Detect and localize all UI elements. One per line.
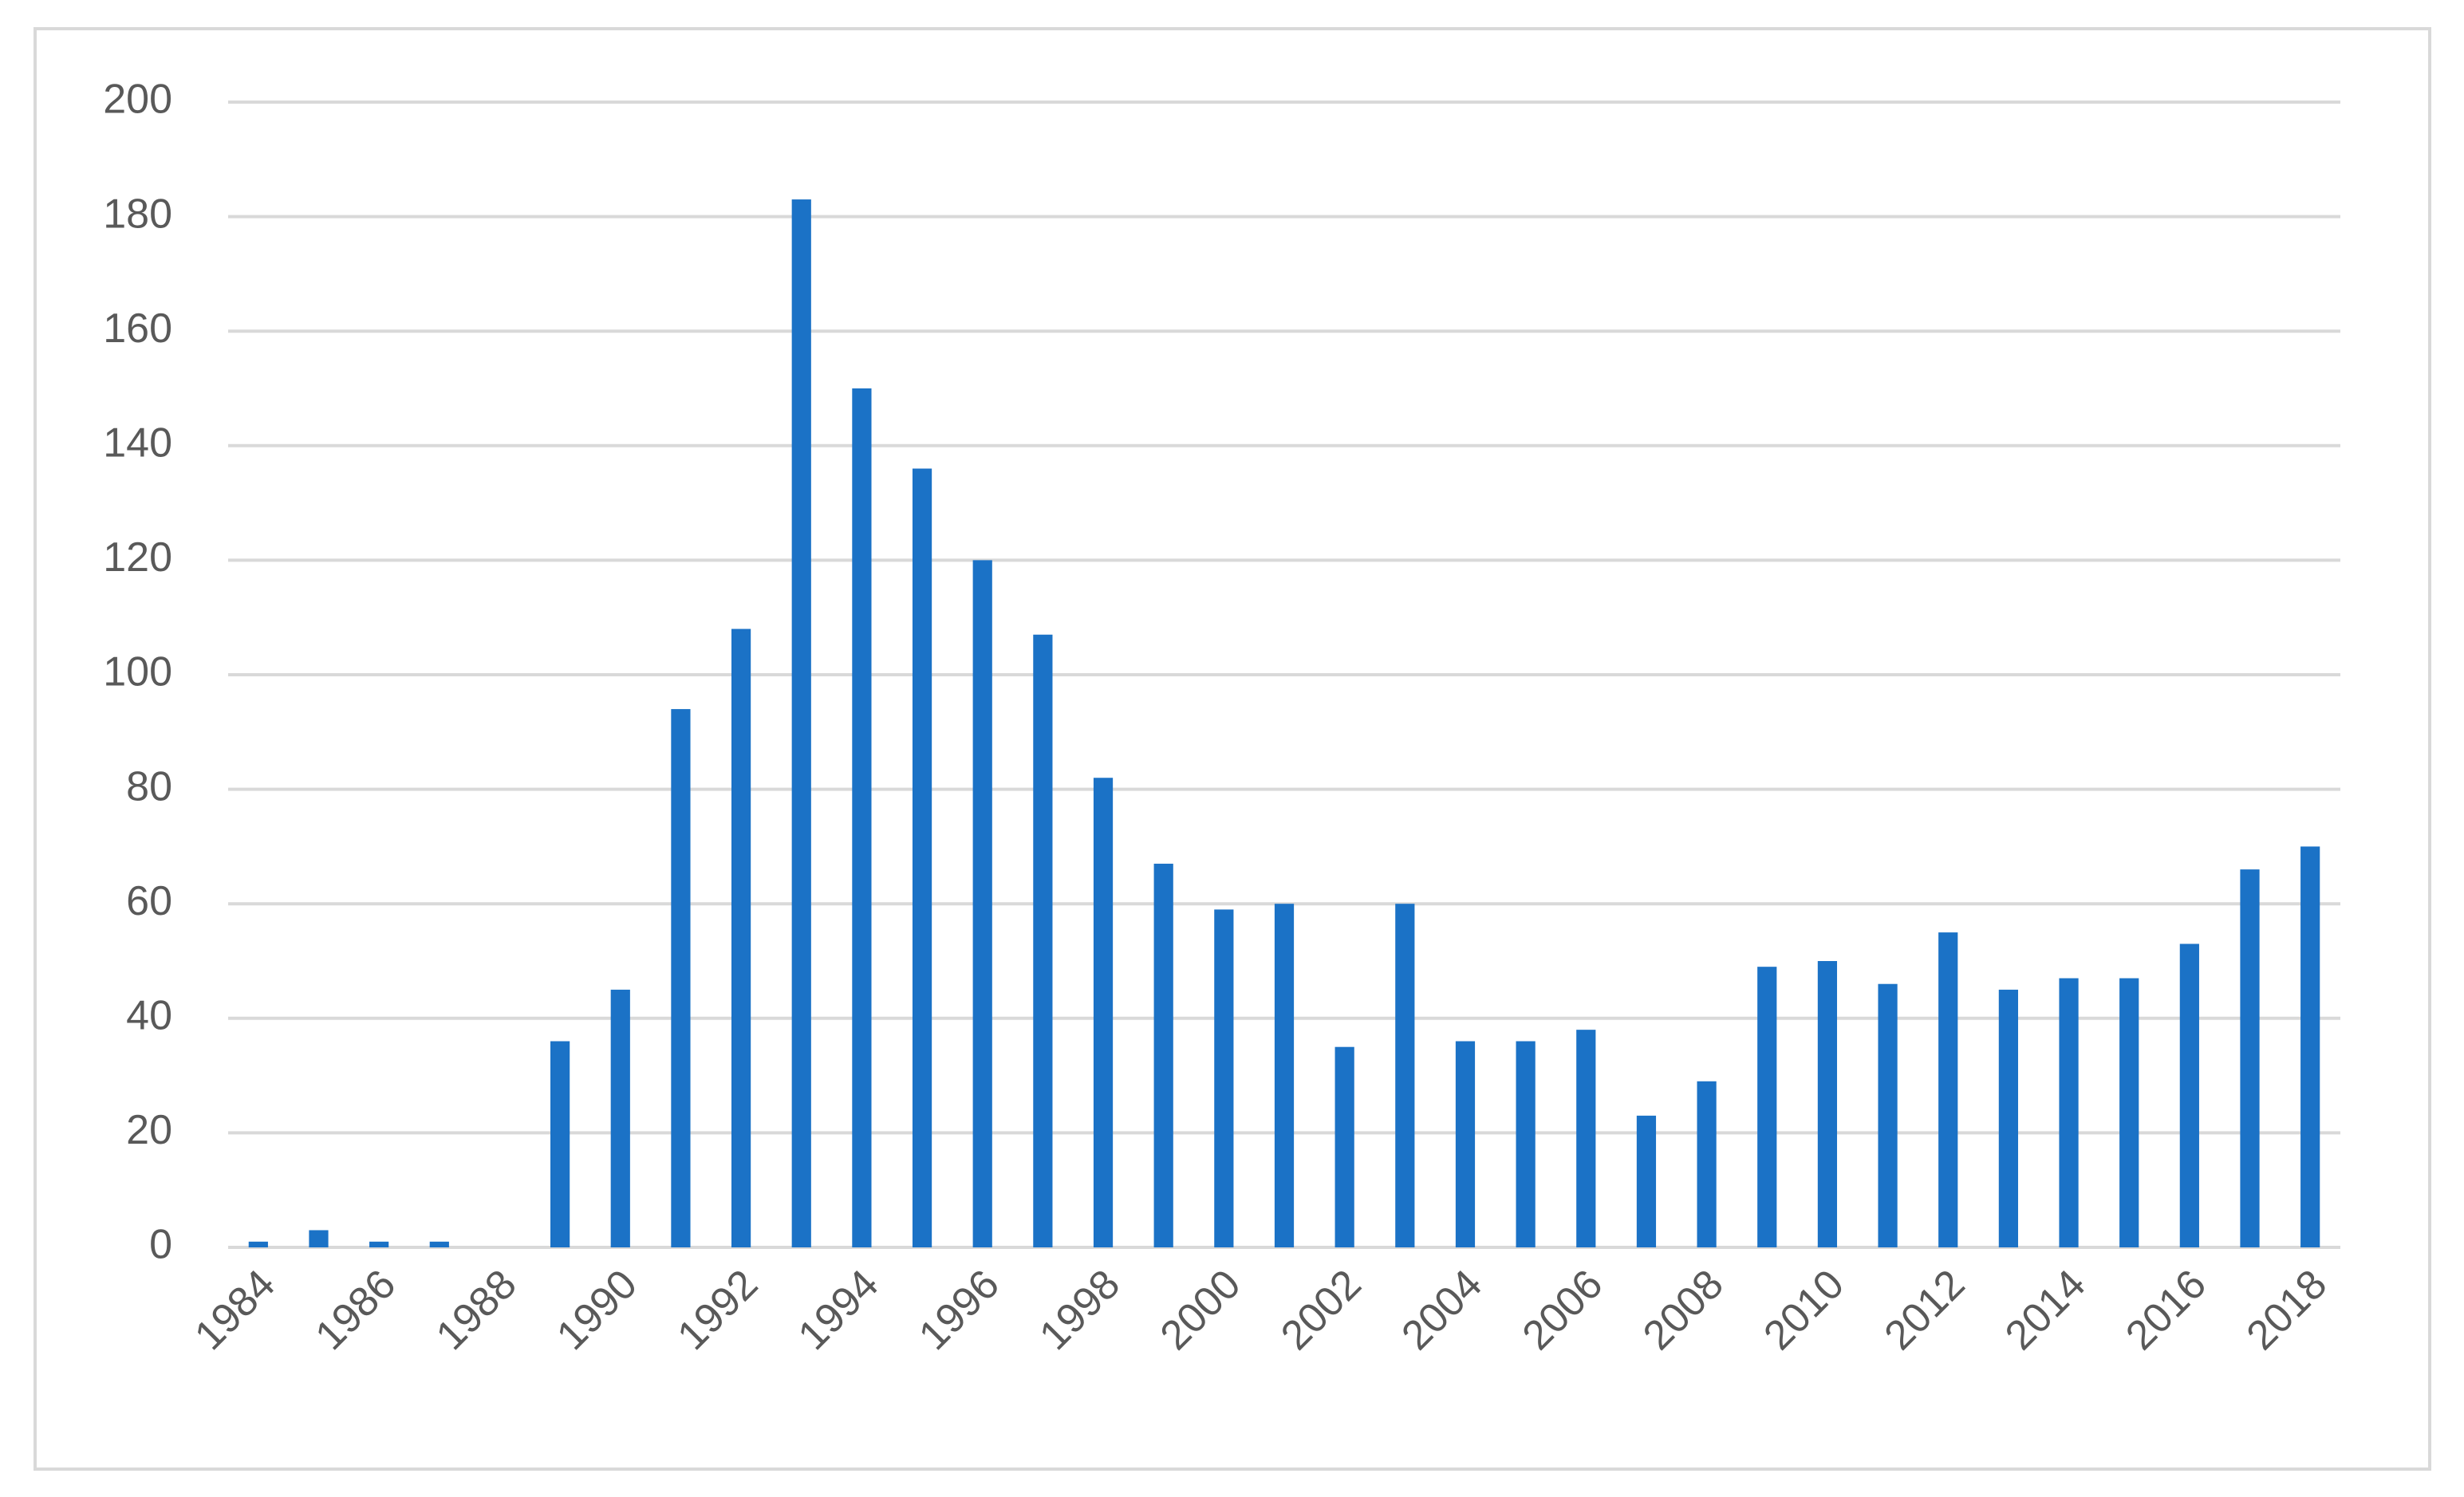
y-tick-label: 160 <box>103 305 172 352</box>
bar <box>2240 869 2260 1247</box>
bar <box>2119 978 2139 1247</box>
bar <box>731 628 751 1247</box>
bar <box>852 388 872 1247</box>
bar <box>2300 846 2320 1247</box>
y-tick-label: 60 <box>126 878 172 924</box>
bar <box>1516 1041 1536 1247</box>
bar <box>1576 1030 1596 1247</box>
y-tick-label: 180 <box>103 191 172 237</box>
bar <box>912 468 932 1247</box>
y-tick-label: 100 <box>103 649 172 695</box>
y-tick-label: 140 <box>103 420 172 467</box>
y-tick-label: 120 <box>103 534 172 581</box>
y-tick-label: 0 <box>149 1222 172 1268</box>
bar <box>2059 978 2079 1247</box>
y-tick-label: 20 <box>126 1107 172 1153</box>
bar <box>1093 778 1114 1247</box>
bar <box>2179 944 2199 1247</box>
bar <box>1998 989 2018 1247</box>
bar <box>791 199 811 1247</box>
y-tick-label: 80 <box>126 763 172 810</box>
bar <box>610 989 630 1247</box>
bar <box>1757 967 1777 1247</box>
bar <box>972 560 992 1247</box>
bar <box>1335 1046 1354 1247</box>
bar <box>671 709 691 1247</box>
bar <box>1697 1081 1717 1247</box>
bar <box>248 1241 268 1247</box>
bar <box>429 1241 449 1247</box>
bar <box>550 1041 570 1247</box>
bar <box>1878 983 1898 1247</box>
bar <box>1636 1115 1657 1247</box>
bar <box>1455 1041 1476 1247</box>
bar <box>1214 909 1234 1247</box>
bar <box>369 1241 389 1247</box>
bar <box>1033 634 1053 1247</box>
bar <box>1817 961 1838 1247</box>
y-tick-label: 40 <box>126 993 172 1039</box>
bar <box>1153 863 1173 1247</box>
bar <box>309 1230 329 1247</box>
chart-frame <box>34 27 2431 1471</box>
bar <box>1395 904 1415 1247</box>
bar <box>1274 904 1295 1247</box>
y-tick-label: 200 <box>103 77 172 123</box>
bar <box>1938 932 1958 1247</box>
